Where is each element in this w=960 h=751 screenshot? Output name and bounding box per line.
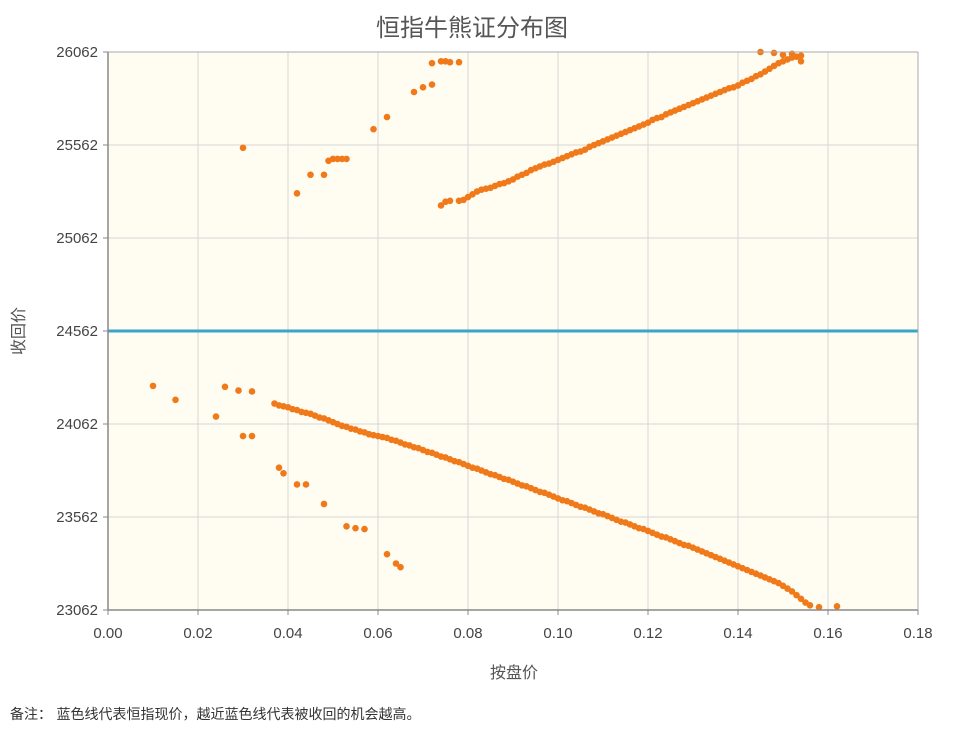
- data-point: [370, 125, 377, 133]
- x-axis-title: 按盘价: [490, 663, 538, 682]
- data-point: [248, 388, 256, 395]
- y-tick-label: 24562: [56, 323, 98, 340]
- scatter-chart: 0.00 0.02 0.04 0.06 0.08 0.10 0.12 0.14 0.16 0.18…: [9, 14, 933, 682]
- data-point: [172, 396, 179, 404]
- footnote: 备注： 蓝色线代表恒指现价，越近蓝色线代表被收回的机会越高。: [10, 707, 421, 723]
- data-point: [428, 59, 436, 67]
- y-tick-label: 25562: [56, 137, 98, 154]
- y-tick-label: 23062: [56, 602, 98, 619]
- x-tick-label: 0.02: [183, 625, 212, 642]
- axes: 0.00 0.02 0.04 0.06 0.08 0.10 0.12 0.14 0.16 0.18…: [56, 44, 932, 642]
- data-point: [239, 432, 247, 440]
- data-point: [149, 382, 157, 390]
- y-tick-label: 24062: [56, 416, 98, 433]
- data-point: [361, 525, 368, 533]
- data-point: [212, 413, 220, 420]
- x-tick-label: 0.04: [273, 625, 302, 642]
- data-point: [797, 595, 805, 603]
- data-point: [437, 202, 445, 209]
- data-point: [797, 52, 805, 60]
- data-point: [343, 523, 350, 530]
- data-point: [397, 563, 404, 571]
- data-point: [320, 500, 328, 508]
- data-point: [446, 58, 454, 66]
- data-point: [352, 524, 359, 532]
- x-tick-label: 0.16: [813, 625, 842, 642]
- x-tick-label: 0.12: [633, 625, 662, 642]
- data-point: [770, 49, 778, 57]
- data-point: [410, 88, 418, 96]
- y-axis-title: 收回价: [9, 307, 28, 355]
- x-tick-label: 0.06: [363, 625, 392, 642]
- data-point: [779, 51, 787, 59]
- x-tick-label: 0.10: [543, 625, 572, 642]
- data-point: [293, 190, 301, 197]
- y-tick-label: 26062: [56, 44, 98, 61]
- data-point: [806, 602, 814, 609]
- data-point: [302, 481, 310, 488]
- data-point: [419, 84, 427, 91]
- data-point: [235, 387, 242, 394]
- x-tick-label: 0.00: [93, 625, 122, 642]
- data-point: [446, 197, 454, 205]
- data-point: [428, 81, 436, 88]
- data-point: [815, 603, 823, 611]
- data-points: [149, 48, 841, 611]
- data-point: [383, 550, 391, 558]
- data-point: [383, 113, 391, 121]
- data-point: [788, 588, 796, 595]
- data-point: [239, 144, 247, 152]
- data-point: [455, 58, 463, 66]
- x-tick-label: 0.18: [903, 625, 932, 642]
- data-point: [248, 432, 256, 440]
- y-tick-label: 25062: [56, 230, 98, 247]
- data-point: [221, 383, 229, 391]
- y-tick-label: 23562: [56, 509, 98, 526]
- x-tick-label: 0.14: [723, 625, 752, 642]
- data-point: [793, 591, 800, 599]
- data-point: [293, 481, 301, 488]
- data-point: [320, 171, 328, 179]
- data-point: [392, 560, 400, 567]
- data-point: [833, 602, 841, 610]
- data-point: [307, 171, 314, 179]
- chart-title: 恒指牛熊证分布图: [376, 14, 568, 42]
- data-point: [280, 469, 287, 477]
- data-point: [275, 464, 283, 472]
- data-point: [797, 58, 805, 65]
- data-point: [343, 155, 350, 163]
- x-tick-label: 0.08: [453, 625, 482, 642]
